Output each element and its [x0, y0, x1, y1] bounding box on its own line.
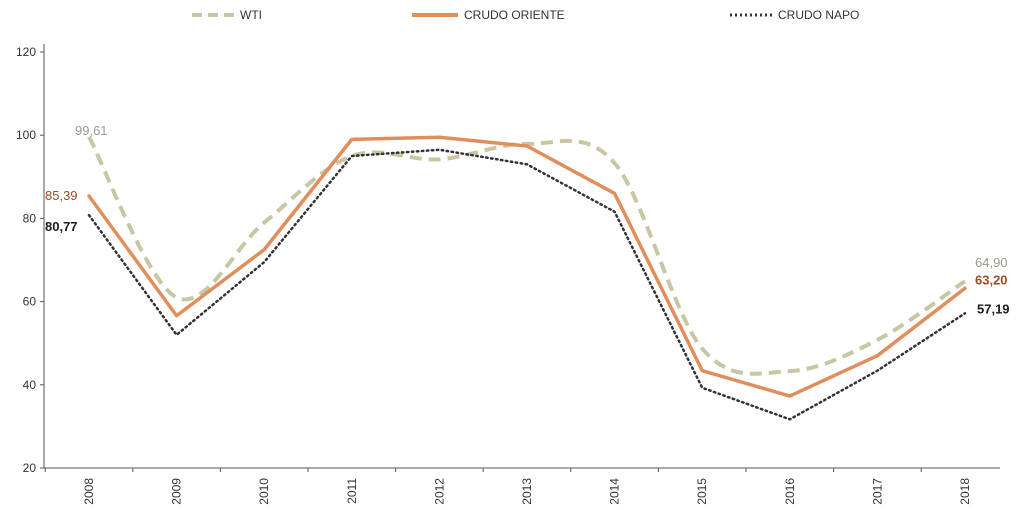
chart-legend: WTI CRUDO ORIENTE CRUDO NAPO: [0, 8, 1032, 32]
y-tick-label: 100: [16, 128, 36, 142]
y-tick-label: 80: [23, 211, 37, 225]
data-label-end-crudo-oriente: 63,20: [975, 272, 1008, 287]
legend-swatch-wti: [192, 13, 234, 17]
x-tick-label: 2010: [257, 478, 271, 505]
series-line-crudo-napo: [87, 148, 967, 421]
y-tick-label: 40: [23, 378, 37, 392]
legend-label-wti: WTI: [240, 8, 262, 22]
legend-label-crudo-napo: CRUDO NAPO: [778, 8, 860, 22]
data-label-start-wti: 99,61: [75, 123, 108, 138]
x-tick-label: 2017: [870, 478, 884, 505]
x-tick-label: 2016: [783, 478, 797, 505]
legend-item-wti: WTI: [190, 8, 262, 22]
legend-label-crudo-oriente: CRUDO ORIENTE: [464, 8, 565, 22]
x-tick-label: 2014: [608, 478, 622, 505]
data-label-end-crudo-napo: 57,19: [977, 301, 1010, 316]
data-label-start-crudo-napo: 80,77: [45, 219, 78, 234]
legend-swatch-crudo-oriente: [412, 13, 458, 17]
series-line-wti: [87, 135, 967, 376]
legend-swatch-crudo-napo: [730, 13, 772, 17]
x-tick-label: 2018: [958, 478, 972, 505]
x-tick-label: 2013: [520, 478, 534, 505]
x-tick-label: 2015: [695, 478, 709, 505]
y-tick-label: 60: [23, 295, 37, 309]
x-tick-label: 2011: [345, 478, 359, 504]
legend-item-crudo-napo: CRUDO NAPO: [728, 8, 859, 22]
x-tick-label: 2009: [170, 478, 184, 505]
y-tick-label: 20: [23, 461, 37, 475]
x-tick-label: 2008: [82, 478, 96, 505]
series-line-crudo-oriente: [87, 135, 967, 398]
x-tick-label: 2012: [432, 478, 446, 505]
y-tick-label: 120: [16, 45, 36, 59]
data-label-end-wti: 64,90: [975, 255, 1008, 270]
legend-item-crudo-oriente: CRUDO ORIENTE: [410, 8, 565, 22]
data-label-start-crudo-oriente: 85,39: [45, 188, 78, 203]
